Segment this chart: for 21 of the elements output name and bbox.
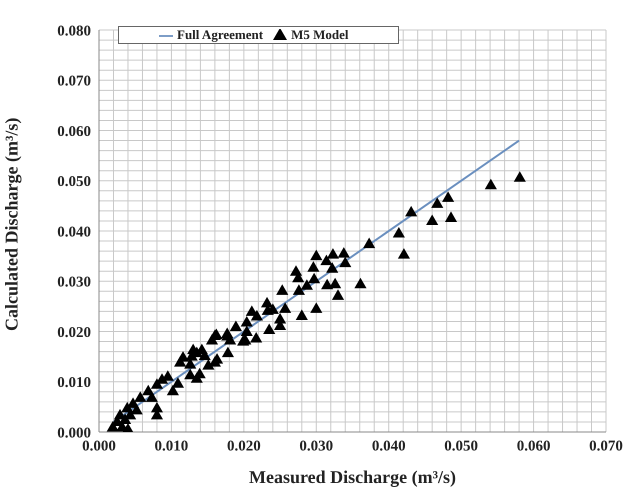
- y-tick-label: 0.010: [57, 375, 91, 392]
- x-axis-title: Measured Discharge (m³/s): [248, 467, 456, 487]
- x-tick-label: 0.010: [154, 438, 188, 455]
- x-tick-label: 0.050: [444, 438, 478, 455]
- y-tick-label: 0.040: [57, 224, 91, 240]
- y-tick-label: 0.000: [57, 425, 91, 442]
- x-tick-label: 0.040: [372, 438, 406, 455]
- legend-label: Full Agreement: [177, 27, 264, 42]
- y-tick-label: 0.070: [57, 74, 91, 90]
- y-axis-title: Calculated Discharge (m³/s): [1, 118, 22, 332]
- x-tick-label: 0.070: [589, 438, 623, 455]
- legend-label: M5 Model: [291, 27, 348, 42]
- y-tick-label: 0.050: [57, 174, 91, 190]
- x-tick-label: 0.020: [226, 438, 261, 455]
- y-tick-label: 0.030: [57, 274, 91, 291]
- y-tick-label: 0.020: [57, 324, 91, 341]
- y-tick-label: 0.080: [57, 23, 91, 40]
- x-tick-label: 0.000: [82, 438, 116, 455]
- y-tick-label: 0.060: [57, 124, 91, 140]
- x-tick-label: 0.060: [516, 438, 550, 455]
- x-tick-label: 0.030: [299, 438, 334, 455]
